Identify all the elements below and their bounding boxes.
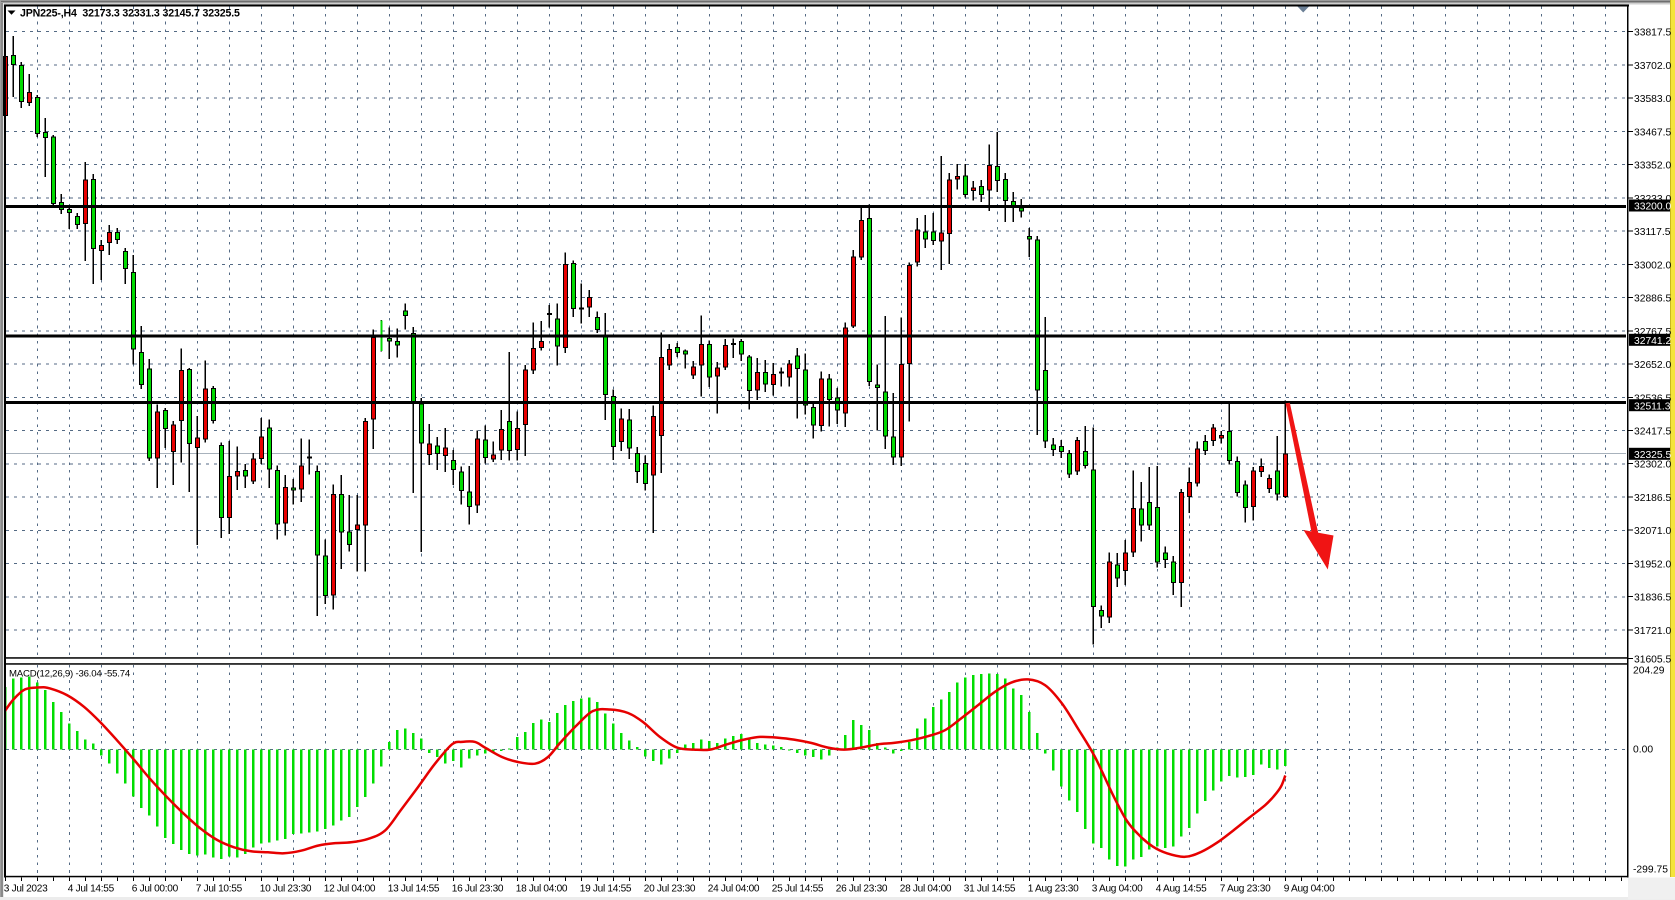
svg-text:7 Jul 10:55: 7 Jul 10:55 <box>196 884 243 895</box>
svg-text:33583.0: 33583.0 <box>1634 94 1671 105</box>
svg-text:26 Jul 23:30: 26 Jul 23:30 <box>836 884 888 895</box>
svg-text:31952.0: 31952.0 <box>1634 559 1671 570</box>
svg-text:20 Jul 23:30: 20 Jul 23:30 <box>644 884 696 895</box>
svg-text:31 Jul 14:55: 31 Jul 14:55 <box>964 884 1016 895</box>
svg-text:0.00: 0.00 <box>1633 745 1653 756</box>
svg-text:31721.0: 31721.0 <box>1634 626 1671 637</box>
svg-text:32325.5: 32325.5 <box>1634 450 1671 461</box>
svg-text:12 Jul 04:00: 12 Jul 04:00 <box>324 884 376 895</box>
svg-text:JPN225-,H4 32173.3 32331.3 32: JPN225-,H4 32173.3 32331.3 32145.7 32325… <box>20 8 240 20</box>
svg-text:7 Aug 23:30: 7 Aug 23:30 <box>1220 884 1271 895</box>
svg-text:6 Jul 00:00: 6 Jul 00:00 <box>132 884 179 895</box>
svg-text:32886.5: 32886.5 <box>1634 294 1671 305</box>
svg-text:33817.5: 33817.5 <box>1634 28 1671 39</box>
svg-text:3 Aug 04:00: 3 Aug 04:00 <box>1092 884 1143 895</box>
svg-text:32741.2: 32741.2 <box>1634 336 1671 347</box>
svg-text:32511.3: 32511.3 <box>1634 401 1671 412</box>
svg-text:33002.0: 33002.0 <box>1634 260 1671 271</box>
svg-text:25 Jul 14:55: 25 Jul 14:55 <box>772 884 824 895</box>
svg-text:4 Aug 14:55: 4 Aug 14:55 <box>1156 884 1207 895</box>
svg-text:32186.5: 32186.5 <box>1634 493 1671 504</box>
svg-text:1 Aug 23:30: 1 Aug 23:30 <box>1028 884 1079 895</box>
svg-text:10 Jul 23:30: 10 Jul 23:30 <box>260 884 312 895</box>
svg-text:24 Jul 04:00: 24 Jul 04:00 <box>708 884 760 895</box>
svg-text:19 Jul 14:55: 19 Jul 14:55 <box>580 884 632 895</box>
svg-text:18 Jul 04:00: 18 Jul 04:00 <box>516 884 568 895</box>
svg-text:33467.5: 33467.5 <box>1634 127 1671 138</box>
svg-text:4 Jul 14:55: 4 Jul 14:55 <box>68 884 115 895</box>
svg-text:13 Jul 14:55: 13 Jul 14:55 <box>388 884 440 895</box>
svg-text:28 Jul 04:00: 28 Jul 04:00 <box>900 884 952 895</box>
svg-text:16 Jul 23:30: 16 Jul 23:30 <box>452 884 504 895</box>
svg-text:32302.0: 32302.0 <box>1634 460 1671 471</box>
svg-text:33117.5: 33117.5 <box>1634 227 1671 238</box>
svg-text:204.29: 204.29 <box>1633 666 1665 677</box>
svg-text:32536.5: 32536.5 <box>1634 393 1671 404</box>
svg-text:32071.0: 32071.0 <box>1634 526 1671 537</box>
svg-text:33352.0: 33352.0 <box>1634 161 1671 172</box>
svg-text:31605.5: 31605.5 <box>1634 655 1671 666</box>
svg-text:-299.75: -299.75 <box>1633 865 1668 876</box>
svg-text:32417.5: 32417.5 <box>1634 427 1671 438</box>
svg-text:32652.0: 32652.0 <box>1634 360 1671 371</box>
svg-text:31836.5: 31836.5 <box>1634 593 1671 604</box>
svg-text:MACD(12,26,9) -36.04 -55.74: MACD(12,26,9) -36.04 -55.74 <box>9 669 131 680</box>
svg-text:32767.5: 32767.5 <box>1634 327 1671 338</box>
svg-text:33200.0: 33200.0 <box>1634 202 1671 213</box>
svg-text:9 Aug 04:00: 9 Aug 04:00 <box>1284 884 1335 895</box>
svg-text:3 Jul 2023: 3 Jul 2023 <box>4 884 48 895</box>
svg-text:33702.0: 33702.0 <box>1634 61 1671 72</box>
svg-text:33233.0: 33233.0 <box>1634 194 1671 205</box>
